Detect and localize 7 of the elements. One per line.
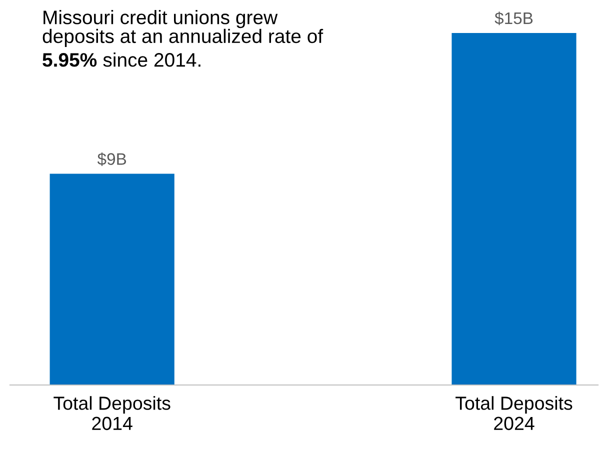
annotation: 5.95%	[42, 53, 97, 67]
data-label: $15B	[494, 12, 533, 26]
x-tick-label: Total Deposits 2014	[54, 396, 170, 430]
annotation: Missouri credit unions grew deposits at an annualized rate of	[42, 10, 324, 47]
x-tick-label: Total Deposits 2024	[456, 396, 572, 430]
data-label: $9B	[97, 152, 126, 166]
annotation: since 2014.	[103, 52, 200, 67]
